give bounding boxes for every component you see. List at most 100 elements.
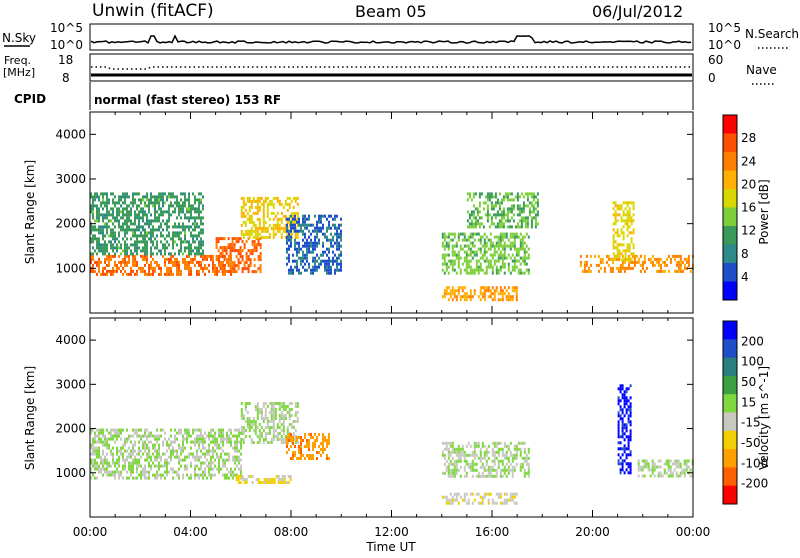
velocity-cell (274, 408, 277, 411)
velocity-cell (286, 439, 288, 442)
velocity-cell (503, 465, 506, 469)
power-cell (214, 266, 216, 270)
power-cell (506, 192, 509, 196)
velocity-cell (198, 434, 200, 438)
power-cell (126, 237, 128, 241)
power-cell (259, 252, 262, 256)
power-cell (144, 263, 146, 267)
velocity-cell (292, 432, 295, 435)
power-cell (168, 213, 170, 217)
velocity-cell (260, 435, 263, 438)
power-cell (156, 260, 158, 264)
velocity-cell (164, 476, 166, 480)
power-cell (683, 263, 686, 267)
velocity-cell (461, 453, 464, 457)
velocity-cell (619, 447, 622, 451)
velocity-cell (92, 449, 94, 453)
velocity-cell (264, 435, 267, 438)
velocity-cell (110, 473, 112, 477)
power-cell (340, 238, 342, 242)
velocity-cell (264, 402, 267, 405)
velocity-cell (258, 423, 261, 426)
velocity-cell (114, 470, 116, 474)
power-cell (626, 234, 629, 238)
power-cell (332, 223, 334, 227)
velocity-cell (126, 437, 128, 441)
power-cell (599, 266, 602, 270)
power-cell (324, 259, 326, 263)
velocity-cell (300, 445, 302, 448)
power-cell (154, 228, 156, 232)
power-cell (114, 234, 116, 238)
velocity-colorbar-tick: 100 (741, 355, 764, 369)
velocity-cell (637, 474, 640, 478)
velocity-cell (228, 452, 230, 456)
power-cell (128, 225, 130, 229)
power-cell (235, 255, 238, 259)
power-cell (114, 201, 116, 205)
power-cell (192, 249, 194, 253)
power-cell (649, 257, 652, 261)
power-cell (523, 262, 526, 266)
power-cell (473, 244, 476, 248)
velocity-cell (152, 434, 154, 438)
power-cell (110, 234, 112, 238)
power-cell (294, 211, 297, 215)
power-cell (312, 241, 314, 245)
velocity-cell (278, 420, 281, 423)
power-cell (164, 246, 166, 250)
velocity-cell (94, 452, 96, 456)
power-cell (198, 252, 200, 256)
power-cell (200, 222, 202, 226)
power-cell (136, 237, 138, 241)
power-cell (250, 226, 253, 230)
power-cell (290, 223, 292, 227)
power-cell (499, 286, 502, 290)
power-cell (619, 266, 622, 270)
power-cell (206, 257, 208, 261)
velocity-cell (166, 467, 168, 471)
power-cell (507, 268, 510, 272)
velocity-cell (621, 384, 624, 388)
power-cell (262, 205, 265, 209)
power-cell (513, 241, 516, 245)
power-cell (98, 213, 100, 217)
power-cell (612, 207, 615, 211)
power-cell (620, 204, 623, 208)
power-cell (296, 217, 299, 221)
power-cell (518, 207, 521, 211)
power-cell (254, 205, 257, 209)
velocity-cell (310, 436, 312, 439)
velocity-cell (118, 470, 120, 474)
velocity-cell (497, 447, 500, 451)
power-cell (477, 265, 480, 269)
velocity-cell (252, 429, 255, 432)
power-cell (622, 258, 625, 262)
power-cell (176, 263, 178, 267)
power-cell (534, 225, 537, 229)
power-cell (474, 222, 477, 226)
velocity-cell (459, 495, 462, 499)
power-cell (501, 232, 504, 236)
power-cell (114, 225, 116, 229)
power-cell (625, 266, 628, 270)
power-cell (251, 240, 254, 244)
power-cell (526, 198, 529, 202)
power-cell (509, 256, 512, 260)
power-cell (128, 213, 130, 217)
velocity-cell (226, 434, 228, 438)
power-cell (515, 298, 518, 302)
power-cell (255, 243, 258, 247)
power-cell (186, 254, 188, 258)
power-cell (158, 195, 160, 199)
power-cell (326, 259, 328, 263)
power-cell (188, 210, 190, 214)
velocity-cell (290, 441, 293, 444)
power-cell (525, 256, 528, 260)
velocity-cell (266, 417, 269, 420)
velocity-cell (281, 475, 284, 478)
velocity-cell (445, 501, 448, 505)
power-cell (144, 269, 146, 273)
power-cell (518, 204, 521, 208)
power-cell (198, 198, 200, 202)
